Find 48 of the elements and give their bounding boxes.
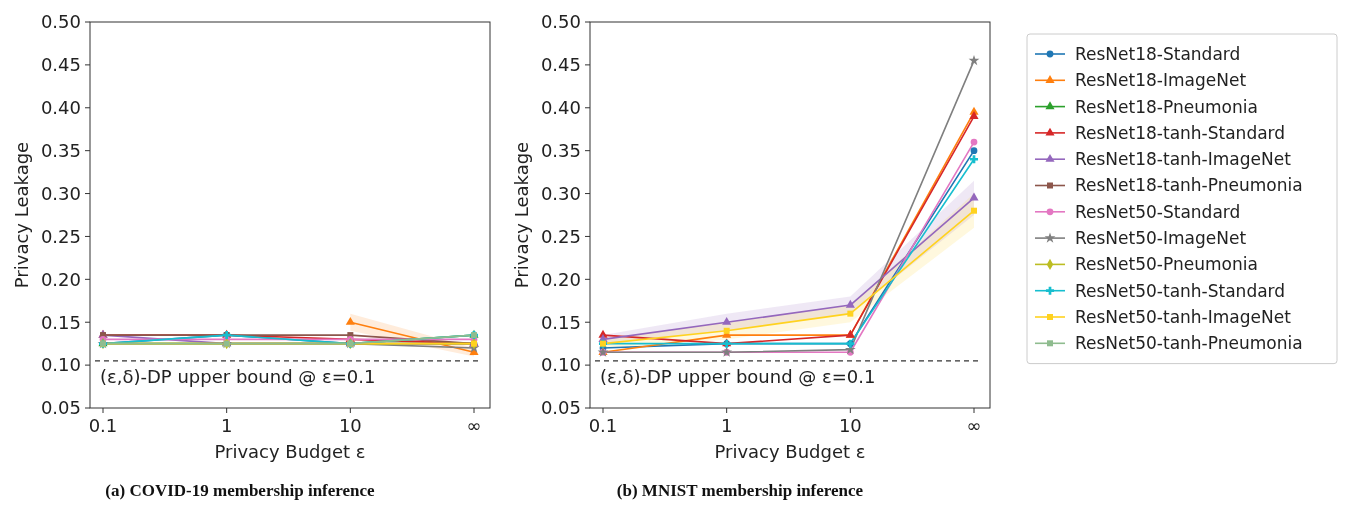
legend-label: ResNet18-tanh-Pneumonia xyxy=(1075,175,1303,196)
y-tick-label: 0.05 xyxy=(40,397,81,419)
legend-label: ResNet50-tanh-Pneumonia xyxy=(1075,333,1303,354)
y-tick-label: 0.45 xyxy=(40,54,81,76)
y-tick-label: 0.50 xyxy=(540,11,581,33)
x-tick-label: 10 xyxy=(338,415,362,436)
legend-label: ResNet50-tanh-Standard xyxy=(1075,280,1286,301)
legend-label: ResNet50-ImageNet xyxy=(1075,228,1247,249)
y-tick-label: 0.45 xyxy=(540,54,581,76)
legend-label: ResNet18-Pneumonia xyxy=(1075,96,1258,117)
legend-label: ResNet50-Standard xyxy=(1075,201,1241,222)
x-tick-label: 10 xyxy=(838,415,862,436)
legend-label: ResNet50-tanh-ImageNet xyxy=(1075,306,1292,327)
legend-label: ResNet18-ImageNet xyxy=(1075,70,1247,91)
y-tick-label: 0.25 xyxy=(540,225,581,247)
y-tick-label: 0.10 xyxy=(40,354,81,376)
y-axis-title: Privacy Leakage xyxy=(11,141,32,289)
y-tick-label: 0.25 xyxy=(40,225,81,247)
x-tick-label: ∞ xyxy=(466,415,482,436)
y-tick-label: 0.20 xyxy=(540,268,581,290)
x-axis-title: Privacy Budget ε xyxy=(714,441,866,462)
text: (a) COVID-19 membership inference xyxy=(105,481,376,500)
y-tick-label: 0.40 xyxy=(40,97,81,119)
y-tick-label: 0.20 xyxy=(40,268,81,290)
legend-label: ResNet18-Standard xyxy=(1075,43,1241,64)
y-tick-label: 0.50 xyxy=(40,11,81,33)
y-tick-label: 0.05 xyxy=(540,397,581,419)
legend-label: ResNet18-tanh-ImageNet xyxy=(1075,149,1292,170)
y-tick-label: 0.40 xyxy=(540,97,581,119)
x-tick-label: 1 xyxy=(220,415,233,436)
text: (b) MNIST membership inference xyxy=(616,481,864,500)
x-axis-title: Privacy Budget ε xyxy=(214,441,366,462)
y-tick-label: 0.35 xyxy=(540,139,581,161)
y-tick-label: 0.35 xyxy=(40,139,81,161)
legend-label: ResNet18-tanh-Standard xyxy=(1075,122,1286,143)
ref-line-label: (ε,δ)-DP upper bound @ ε=0.1 xyxy=(600,365,876,387)
x-tick-label: 0.1 xyxy=(88,415,118,436)
legend-label: ResNet50-Pneumonia xyxy=(1075,254,1258,275)
ref-line-label: (ε,δ)-DP upper bound @ ε=0.1 xyxy=(100,365,376,387)
x-tick-label: ∞ xyxy=(966,415,982,436)
y-tick-label: 0.30 xyxy=(40,182,81,204)
y-tick-label: 0.30 xyxy=(540,182,581,204)
x-tick-label: 0.1 xyxy=(588,415,618,436)
y-tick-label: 0.15 xyxy=(540,311,581,333)
x-tick-label: 1 xyxy=(720,415,733,436)
y-axis-title: Privacy Leakage xyxy=(511,141,532,289)
y-tick-label: 0.15 xyxy=(40,311,81,333)
y-tick-label: 0.10 xyxy=(540,354,581,376)
